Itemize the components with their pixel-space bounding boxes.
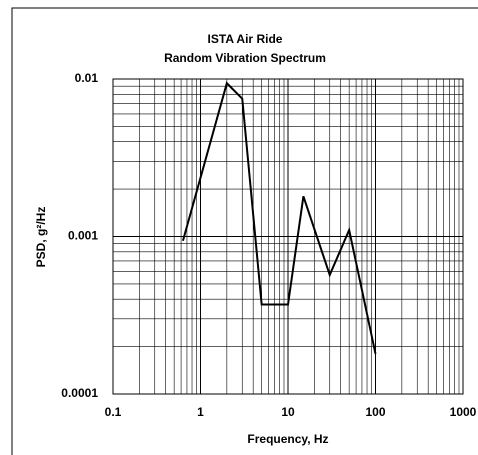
y-tick-label: 0.01 (75, 71, 99, 85)
y-axis-label: PSD, g²/Hz (34, 207, 48, 268)
x-tick-label: 1 (197, 405, 204, 419)
chart-frame (11, 7, 478, 455)
plot-border (112, 78, 464, 395)
x-tick-label: 10 (281, 405, 295, 419)
x-tick-label: 1000 (450, 405, 477, 419)
y-tick-label: 0.0001 (61, 386, 98, 400)
data-line (181, 81, 377, 355)
x-tick-label: 0.1 (105, 405, 122, 419)
chart-title: ISTA Air Ride (208, 32, 283, 46)
y-tick-label: 0.001 (68, 229, 98, 243)
x-tick-label: 100 (365, 405, 385, 419)
x-axis-label: Frequency, Hz (247, 432, 328, 446)
chart-title: Random Vibration Spectrum (164, 51, 326, 65)
